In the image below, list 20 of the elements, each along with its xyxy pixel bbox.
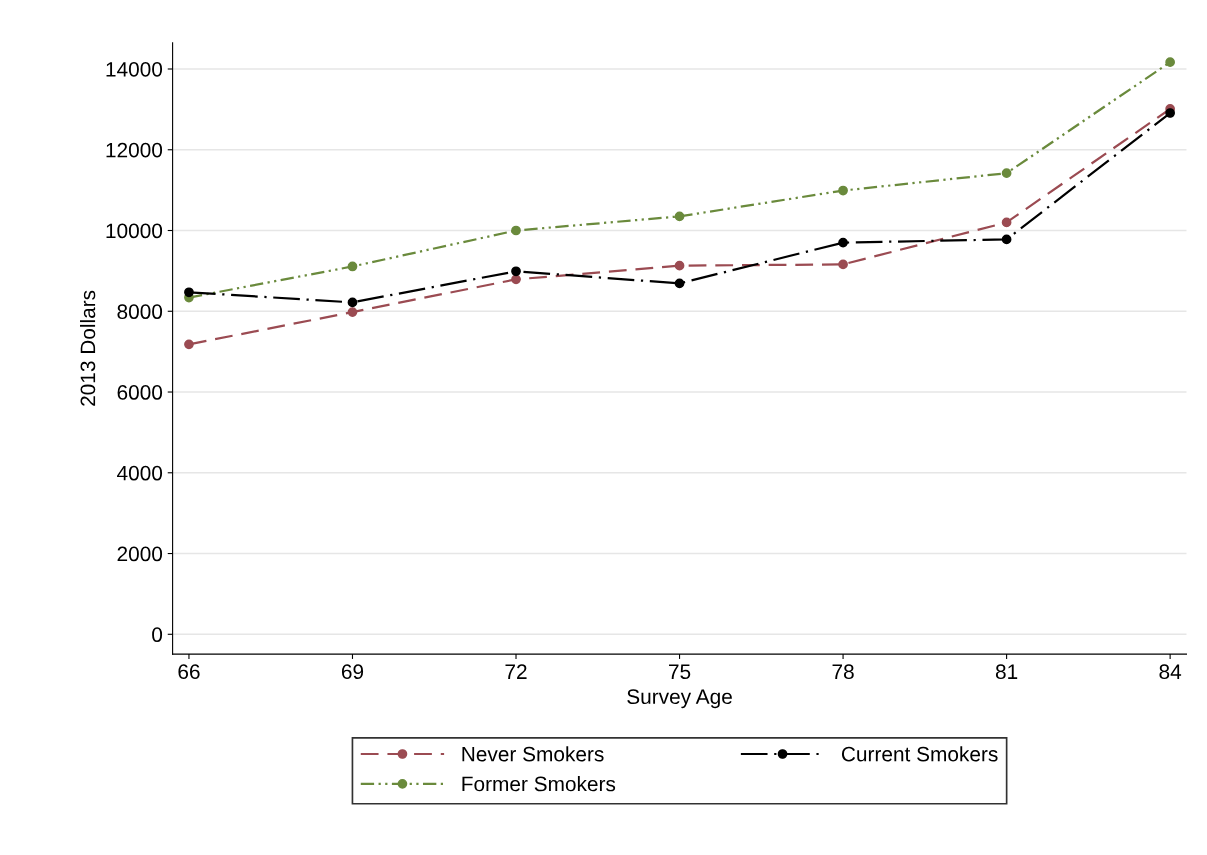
x-tick-label: 78 (832, 664, 854, 680)
y-tick-label: 4000 (117, 465, 163, 481)
x-tick-label: 69 (341, 664, 364, 680)
x-tick-label: 84 (1159, 664, 1182, 680)
x-tick-label: 81 (995, 664, 1018, 680)
y-axis-title: 2013 Dollars (79, 290, 96, 406)
legend-label: Former Smokers (462, 776, 616, 792)
y-tick-label: 8000 (117, 304, 163, 320)
x-tick-label: 66 (178, 664, 200, 680)
y-tick-label: 12000 (106, 142, 163, 158)
x-tick-label: 75 (669, 664, 691, 680)
legend-label: Never Smokers (462, 746, 604, 762)
y-tick-label: 0 (152, 627, 163, 643)
x-tick-label: 72 (505, 664, 527, 679)
y-tick-label: 14000 (106, 62, 163, 77)
y-tick-label: 10000 (106, 223, 163, 239)
y-tick-label: 6000 (117, 385, 163, 400)
y-tick-label: 2000 (117, 546, 163, 562)
x-axis-title: Survey Age (627, 689, 732, 709)
legend-label: Current Smokers (841, 746, 998, 762)
